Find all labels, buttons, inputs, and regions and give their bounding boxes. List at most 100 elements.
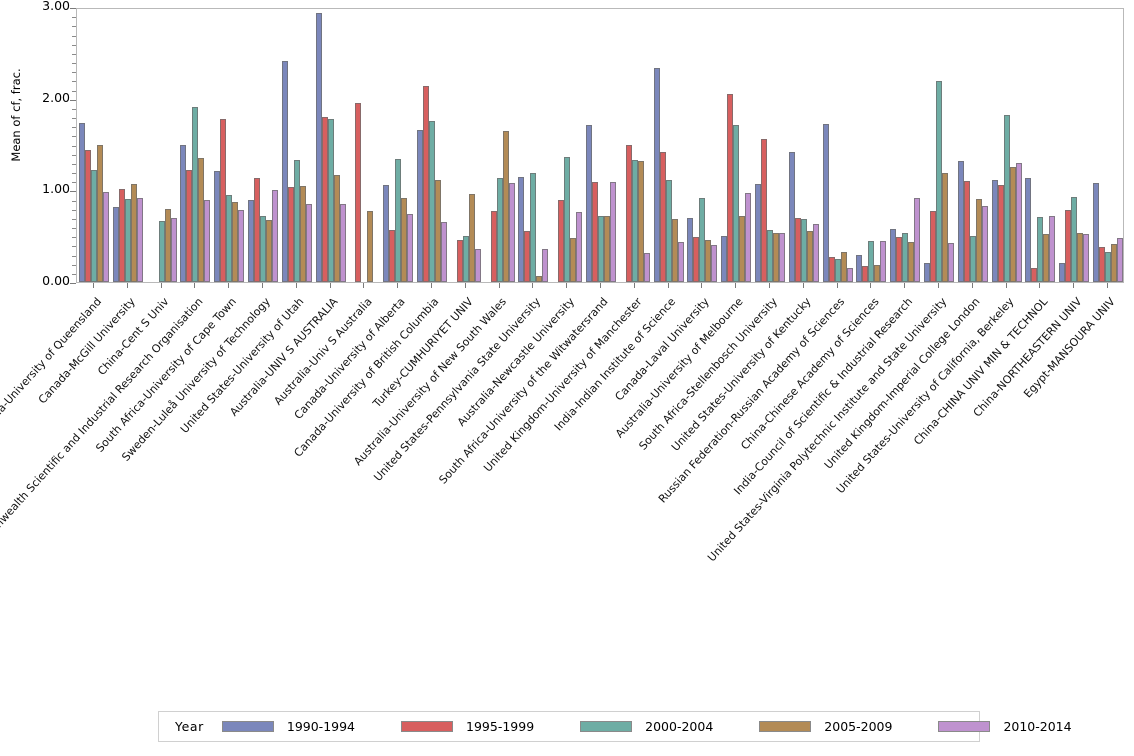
legend-entry[interactable]: 1995-1999 bbox=[401, 719, 570, 734]
bar-group bbox=[1093, 9, 1124, 282]
legend-title: Year bbox=[175, 719, 204, 734]
legend-swatch-icon bbox=[938, 721, 991, 732]
bar bbox=[840, 251, 847, 282]
bar bbox=[806, 230, 813, 282]
bar bbox=[834, 259, 841, 282]
bar bbox=[186, 170, 193, 282]
bar bbox=[637, 161, 644, 282]
bar bbox=[1099, 247, 1106, 282]
bar-group bbox=[856, 9, 887, 282]
x-tick bbox=[329, 283, 331, 288]
bar bbox=[192, 106, 199, 282]
y-tick-minor bbox=[72, 255, 76, 257]
bar bbox=[164, 208, 171, 282]
legend-swatch-icon bbox=[580, 721, 633, 732]
bar-group bbox=[586, 9, 616, 282]
bar bbox=[846, 268, 853, 282]
bar bbox=[653, 68, 660, 282]
bar bbox=[880, 240, 887, 282]
bar bbox=[800, 218, 807, 282]
bar bbox=[220, 118, 227, 282]
y-tick-minor bbox=[72, 228, 76, 229]
bar bbox=[721, 236, 728, 282]
y-tick-minor bbox=[72, 163, 76, 165]
legend: Year 1990-1994 1995-1999 2000-2004 2005-200… bbox=[158, 711, 1072, 742]
y-tick-minor bbox=[72, 173, 76, 174]
x-tick bbox=[769, 283, 771, 288]
bar bbox=[671, 218, 678, 282]
bar-group bbox=[451, 9, 481, 282]
bar bbox=[456, 239, 463, 282]
bar bbox=[625, 144, 632, 282]
x-tick-label: United Kingdom-Imperial College London bbox=[822, 295, 983, 472]
bar bbox=[942, 172, 949, 282]
x-tick bbox=[126, 283, 128, 288]
y-tick-major bbox=[70, 191, 76, 193]
x-tick bbox=[1073, 283, 1075, 288]
x-tick bbox=[160, 283, 162, 288]
bar bbox=[828, 257, 835, 282]
plot-area bbox=[76, 8, 1124, 283]
x-tick bbox=[397, 283, 399, 288]
y-tick-major bbox=[70, 8, 76, 9]
bar bbox=[496, 177, 503, 282]
x-tick bbox=[295, 283, 297, 288]
bar-group bbox=[383, 9, 414, 282]
bar bbox=[259, 216, 266, 282]
bar bbox=[1093, 183, 1100, 282]
bar bbox=[407, 214, 414, 282]
bar bbox=[598, 216, 604, 282]
bar bbox=[416, 129, 423, 282]
bar bbox=[665, 180, 672, 282]
legend-entry[interactable]: 2010-2014 bbox=[938, 719, 1107, 734]
legend-entry[interactable]: 2005-2009 bbox=[759, 719, 928, 734]
bar bbox=[963, 181, 970, 282]
bar bbox=[930, 210, 937, 282]
bar bbox=[745, 193, 752, 282]
y-tick-minor bbox=[72, 264, 76, 266]
bar bbox=[761, 139, 768, 282]
bar bbox=[508, 183, 515, 282]
legend-entry[interactable]: 1990-1994 bbox=[221, 719, 391, 734]
bar bbox=[773, 232, 780, 282]
y-tick-minor bbox=[72, 53, 76, 55]
bar bbox=[339, 204, 346, 282]
y-tick-label: 1.00 bbox=[42, 181, 70, 197]
y-tick-minor bbox=[72, 237, 76, 239]
bar bbox=[1117, 238, 1124, 282]
bar-group bbox=[687, 9, 718, 282]
bar bbox=[490, 210, 497, 282]
legend-entry[interactable]: 2000-2004 bbox=[580, 719, 749, 734]
bar bbox=[727, 94, 734, 282]
x-tick bbox=[1039, 283, 1041, 288]
bar bbox=[755, 183, 762, 282]
bar bbox=[705, 239, 712, 282]
bar bbox=[1083, 234, 1090, 282]
y-tick-minor bbox=[72, 72, 76, 74]
bar-group bbox=[1059, 9, 1090, 282]
y-tick-minor bbox=[72, 63, 76, 64]
bar bbox=[699, 197, 706, 282]
bar bbox=[981, 205, 988, 282]
legend-label: 2010-2014 bbox=[1003, 719, 1072, 734]
bar bbox=[158, 220, 165, 282]
bar-group bbox=[721, 9, 752, 282]
bar bbox=[1009, 167, 1016, 282]
bar bbox=[687, 217, 694, 282]
bar-group bbox=[552, 9, 583, 282]
x-tick bbox=[701, 283, 703, 288]
bar-group bbox=[620, 9, 650, 282]
bar bbox=[586, 125, 592, 282]
x-tick bbox=[1107, 283, 1109, 288]
bar bbox=[238, 209, 245, 282]
bar bbox=[389, 229, 396, 282]
bar bbox=[102, 192, 109, 282]
x-tick bbox=[228, 283, 230, 288]
bar bbox=[299, 185, 306, 282]
bar bbox=[315, 13, 322, 282]
bar bbox=[643, 252, 650, 282]
x-tick bbox=[430, 283, 432, 288]
y-tick-minor bbox=[72, 273, 76, 275]
bar bbox=[247, 199, 254, 282]
bar bbox=[90, 170, 97, 282]
